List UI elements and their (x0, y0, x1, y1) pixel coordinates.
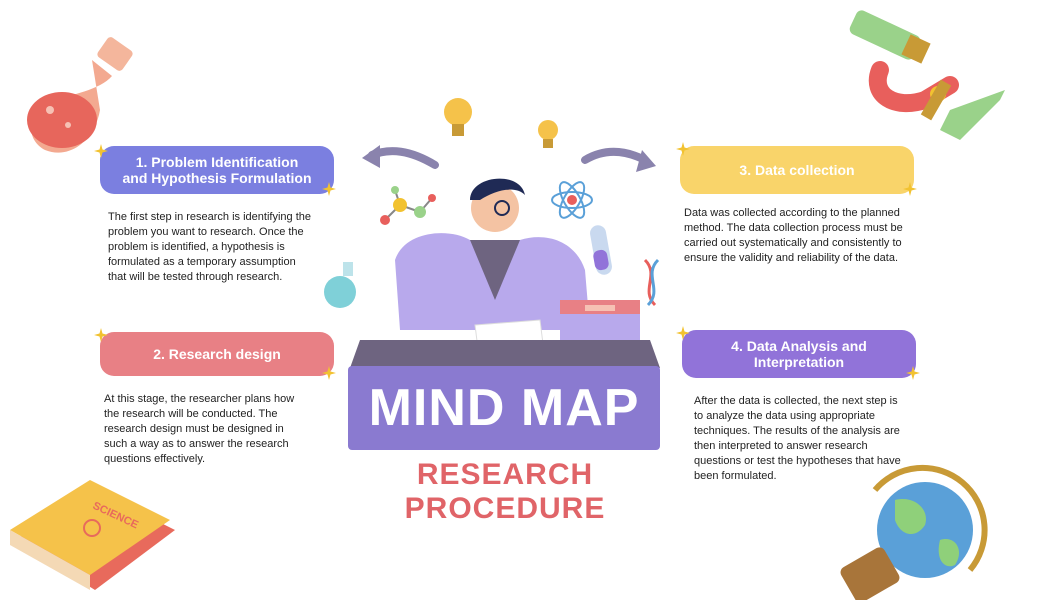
small-flask-icon (324, 262, 356, 308)
step-2-heading: 2. Research design (100, 332, 334, 376)
sparkle-icon (322, 182, 336, 196)
globe-icon (840, 464, 988, 600)
left-arrow-icon (368, 147, 439, 169)
step-1-description: The first step in research is identifyin… (108, 211, 311, 283)
lightbulb-icon (444, 98, 558, 148)
mind-map-title-box: MIND MAP (348, 366, 660, 450)
sparkle-icon (676, 142, 690, 156)
dna-icon (643, 258, 660, 307)
sparkle-icon (94, 144, 108, 158)
flask-icon (27, 37, 133, 153)
microscope-icon (849, 10, 1005, 140)
research-procedure-subtitle: RESEARCH PROCEDURE (404, 458, 606, 525)
sparkle-icon (903, 182, 917, 196)
step-4-heading: 4. Data Analysis and Interpretation (682, 330, 916, 378)
sparkle-icon (676, 326, 690, 340)
atom-icon (551, 181, 593, 219)
step-1-heading: 1. Problem Identification and Hypothesis… (100, 146, 334, 194)
sparkle-icon (906, 366, 920, 380)
mind-map-title: MIND MAP (368, 379, 640, 437)
desk-shape (350, 340, 660, 368)
sparkle-icon (322, 366, 336, 380)
scientist-illustration (395, 178, 640, 366)
step-3-description: Data was collected according to the plan… (684, 207, 903, 264)
right-arrow-icon (581, 147, 649, 164)
molecule-icon (380, 186, 436, 225)
sparkle-icon (94, 328, 108, 342)
step-2-description: At this stage, the researcher plans how … (104, 393, 295, 465)
step-3-heading: 3. Data collection (680, 146, 914, 194)
science-book-icon (10, 480, 175, 590)
step-4-description: After the data is collected, the next st… (694, 395, 901, 482)
